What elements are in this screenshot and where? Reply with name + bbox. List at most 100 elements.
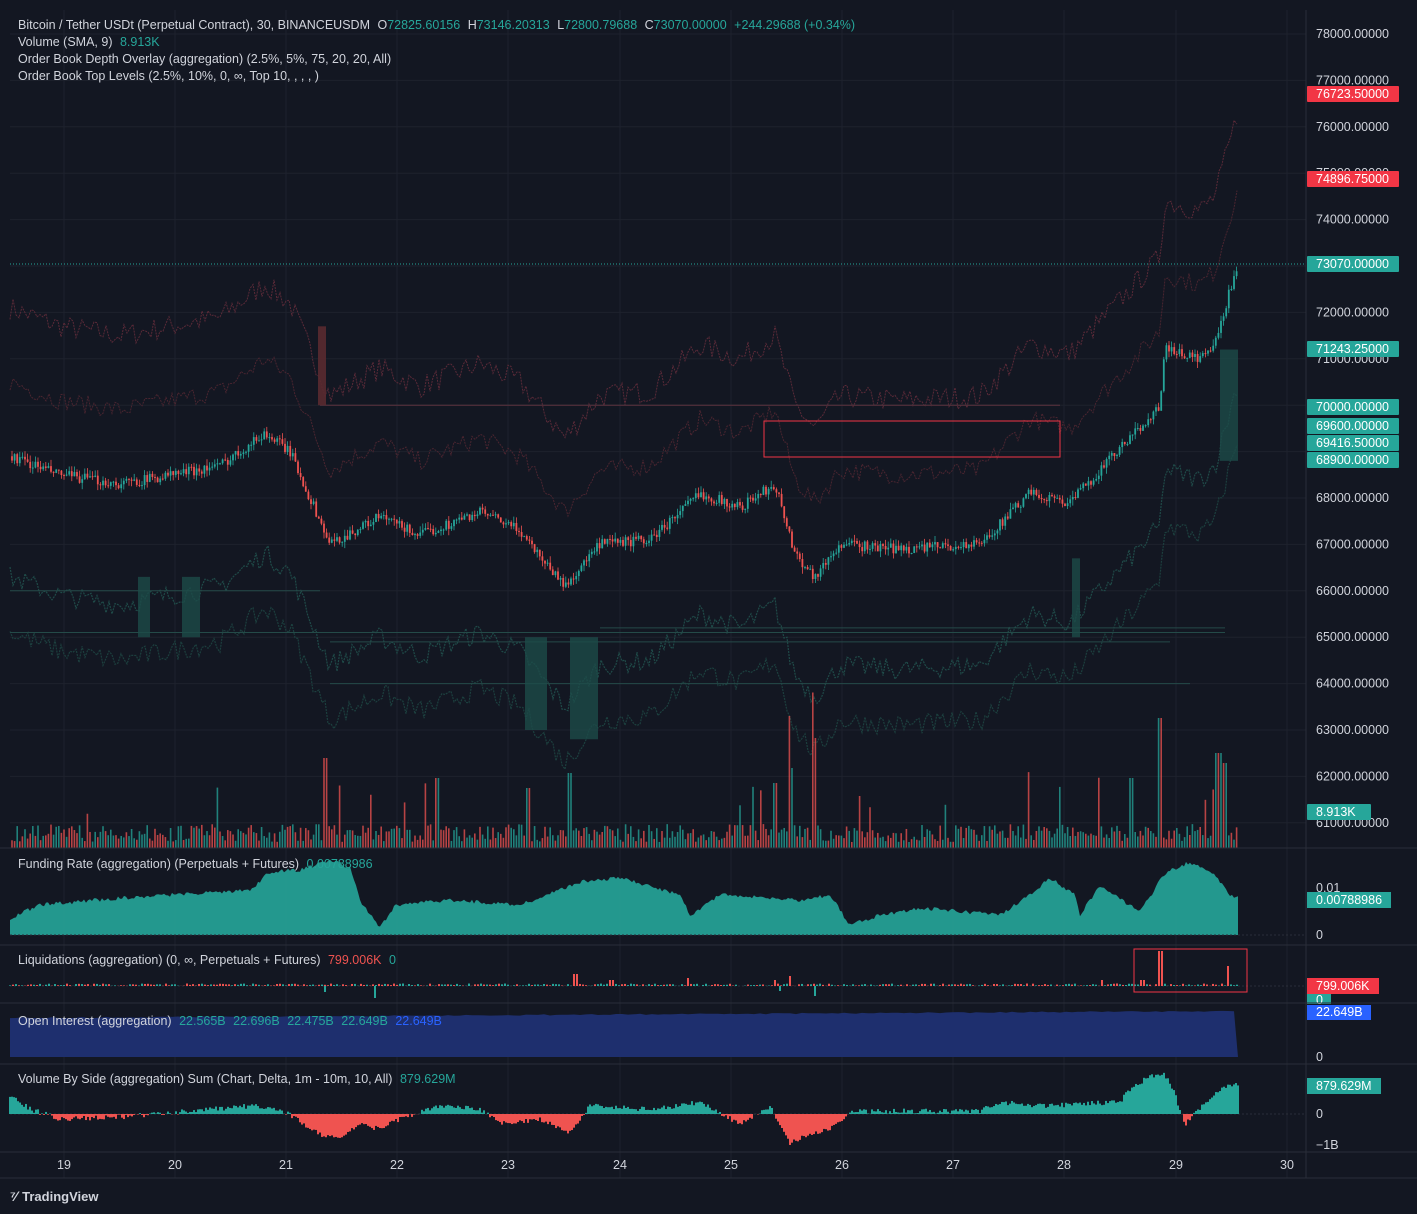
volume-by-side-bar (243, 1104, 245, 1114)
volume-by-side-bar (317, 1114, 319, 1135)
liquidation-bar (969, 983, 971, 986)
volume-bar (952, 841, 954, 848)
time-tick-label: 23 (501, 1158, 515, 1172)
funding-title[interactable]: Funding Rate (aggregation) (Perpetuals +… (18, 857, 300, 871)
volume-by-side-bar (71, 1114, 73, 1120)
liquidation-bar (648, 984, 650, 986)
liquidation-bar (960, 983, 962, 986)
volume-by-side-bar (183, 1110, 185, 1114)
candle-body (814, 574, 817, 580)
volume-bar (138, 831, 141, 848)
candle-body (1040, 498, 1043, 500)
volume-by-side-bar (1205, 1102, 1207, 1114)
candle-body (1053, 496, 1056, 498)
candle-body (1038, 494, 1040, 499)
volume-by-side-bar (651, 1110, 653, 1114)
volume-by-side-bar (125, 1114, 127, 1115)
top-levels-legend[interactable]: Order Book Top Levels (2.5%, 10%, 0, ∞, … (18, 69, 319, 83)
volume-bar (840, 835, 843, 848)
funding-legend: Funding Rate (aggregation) (Perpetuals +… (18, 857, 373, 871)
candle-body (557, 571, 559, 580)
volume-bar (1199, 826, 1201, 848)
depth-overlay-legend[interactable]: Order Book Depth Overlay (aggregation) (… (18, 52, 392, 66)
volume-by-side-bar (511, 1114, 513, 1125)
volume-by-side-bar (927, 1111, 929, 1114)
volume-by-side-bar (867, 1113, 869, 1114)
volume-by-side-bar (405, 1114, 407, 1117)
price-badge (1307, 256, 1399, 272)
candle-body (286, 445, 289, 453)
price-tick-label: 66000.00000 (1316, 584, 1389, 598)
volume-bar (1217, 753, 1220, 848)
volume-bar (281, 824, 284, 848)
price-badge (1307, 435, 1399, 451)
volume-by-side-bar (641, 1106, 643, 1114)
volume-bar (1035, 830, 1038, 848)
volume-legend-title[interactable]: Volume (SMA, 9) (18, 35, 113, 49)
time-tick-label: 29 (1169, 1158, 1183, 1172)
volume-by-side-bar (779, 1114, 781, 1126)
liquidation-bar (723, 984, 725, 986)
candle-body (224, 459, 227, 461)
volume-by-side-bar (435, 1105, 437, 1114)
volume-bar (336, 834, 338, 848)
liquidation-bar (888, 984, 890, 986)
symbol-title[interactable]: Bitcoin / Tether USDt (Perpetual Contrac… (18, 18, 370, 32)
volume-bar (409, 829, 411, 848)
liquidation-bar (225, 984, 227, 986)
candle-body (164, 472, 167, 479)
volume-by-side-bar (1179, 1110, 1181, 1114)
liquidation-bar (891, 983, 893, 986)
volume-by-side-title[interactable]: Volume By Side (aggregation) Sum (Chart,… (18, 1072, 393, 1086)
liquidation-bar (372, 984, 374, 986)
volume-bar (817, 825, 819, 848)
liquidation-bar (374, 986, 376, 998)
volume-by-side-bar (397, 1114, 399, 1123)
candle-body (440, 529, 442, 532)
liquidation-bar (948, 984, 950, 986)
candle-body (684, 504, 687, 506)
volume-by-side-bar (159, 1112, 161, 1114)
price-tick-label: 74000.00000 (1316, 213, 1389, 227)
volume-by-side-bar (837, 1114, 839, 1123)
volume-by-side-bar (783, 1114, 785, 1132)
volume-bar (81, 837, 83, 848)
volume-bar (869, 807, 871, 848)
liquidations-title[interactable]: Liquidations (aggregation) (0, ∞, Perpet… (18, 953, 321, 967)
candle-body (692, 498, 695, 500)
volume-bar (58, 825, 60, 848)
candle-body (65, 474, 68, 476)
order-book-wall (525, 637, 547, 730)
candle-body (486, 513, 489, 516)
volume-bar (180, 825, 182, 848)
candle-body (1108, 455, 1111, 460)
liquidation-bar (1158, 951, 1160, 986)
volume-bar (164, 837, 167, 848)
candle-body (549, 562, 552, 570)
candle-body (947, 544, 949, 546)
volume-by-side-bar (631, 1108, 633, 1114)
candle-body (242, 452, 245, 455)
candle-body (718, 495, 721, 503)
liquidation-bar (543, 983, 545, 986)
volume-bar (619, 839, 622, 848)
volume-bar (1225, 763, 1227, 848)
volume-bar (728, 824, 731, 848)
volume-bar (1222, 763, 1225, 848)
candle-body (871, 543, 874, 549)
volume-bar (1056, 828, 1058, 848)
volume-by-side-bar (439, 1105, 441, 1114)
open-interest-title[interactable]: Open Interest (aggregation) (18, 1014, 172, 1028)
volume-bar (1137, 836, 1139, 848)
tradingview-logo[interactable]: ⁷⁄ TradingView (10, 1188, 98, 1204)
volume-bar (68, 828, 70, 848)
candle-body (949, 545, 952, 551)
volume-by-side-bar (967, 1110, 969, 1114)
volume-by-side-bar (717, 1113, 719, 1114)
volume-bar (474, 833, 476, 848)
volume-by-side-bar (737, 1114, 739, 1124)
liquidation-bar (408, 983, 410, 986)
candle-body (687, 500, 689, 505)
volume-by-side-bar (89, 1114, 91, 1121)
